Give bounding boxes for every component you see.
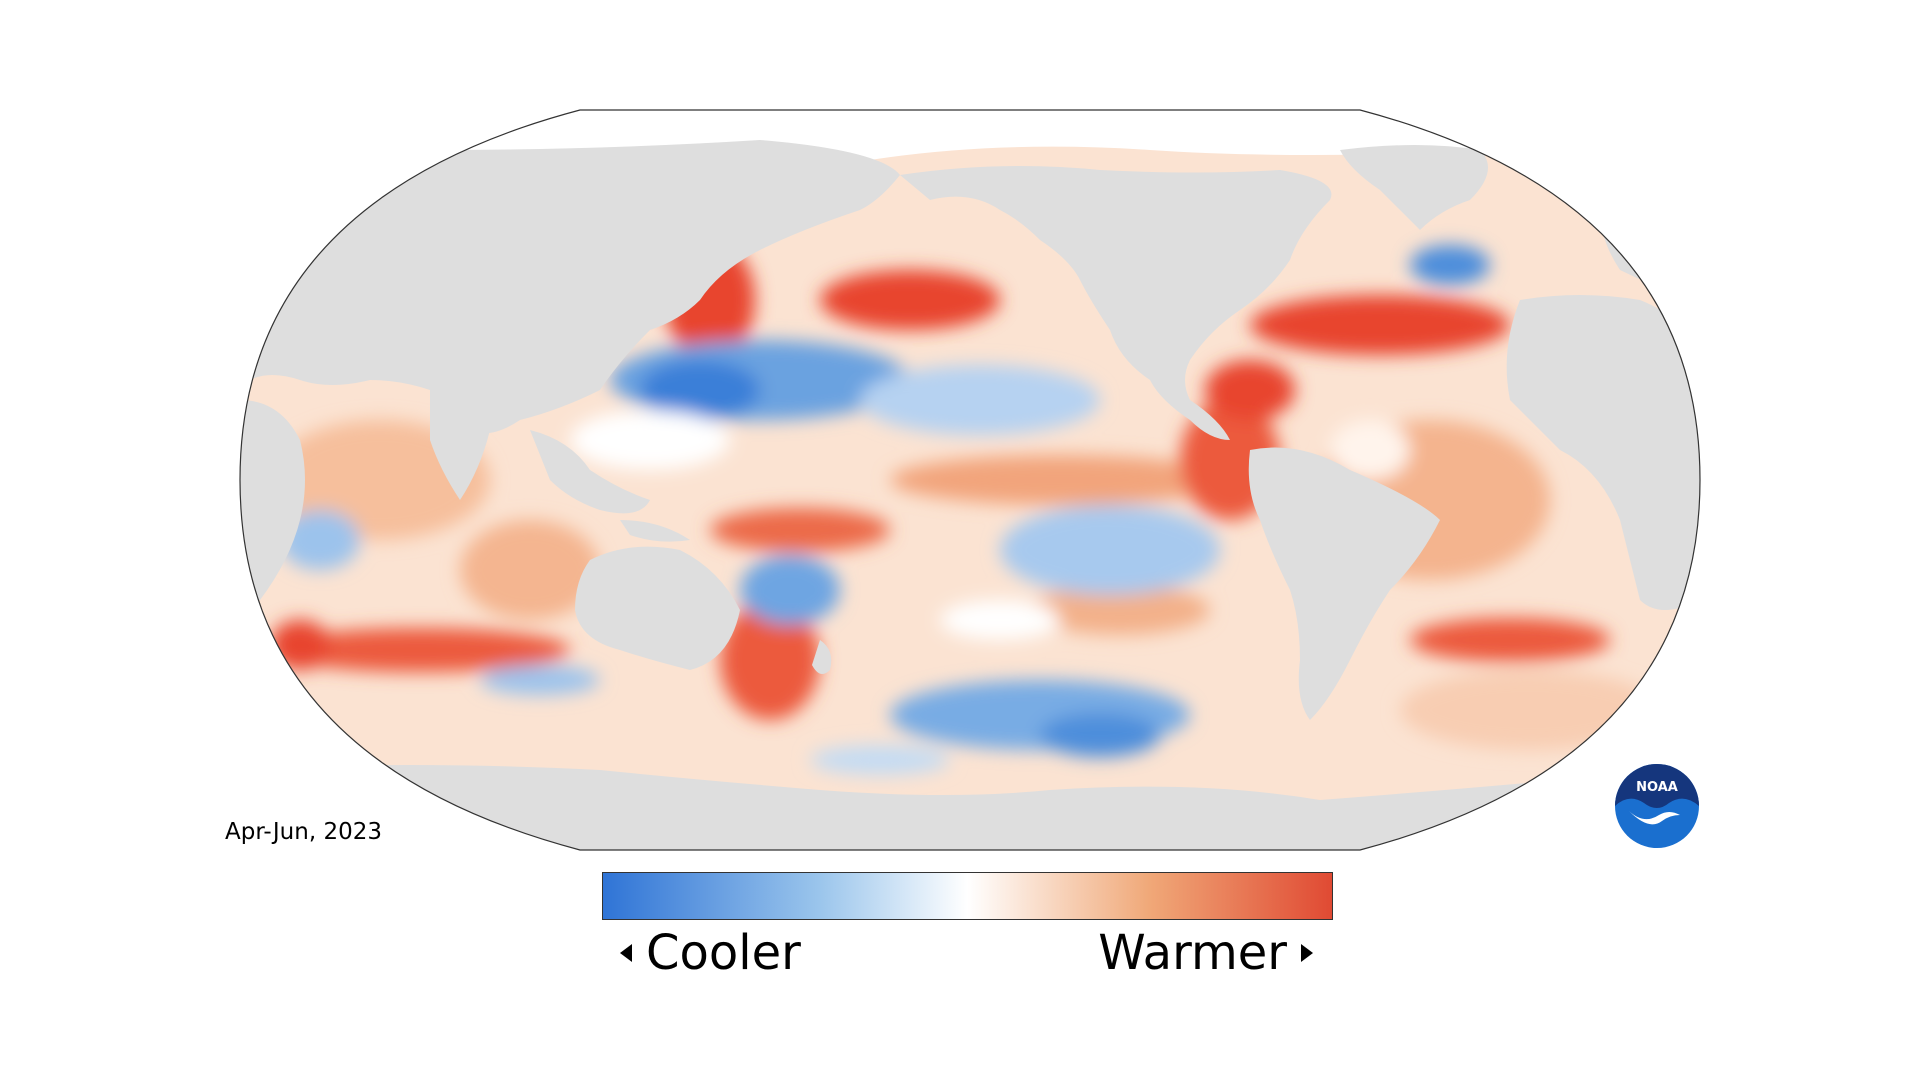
left-arrow-icon	[620, 944, 632, 962]
legend-warmer-label: Warmer	[1098, 925, 1287, 981]
anomaly-blobs	[270, 240, 1660, 775]
land	[240, 140, 1700, 850]
map-border	[239, 109, 1701, 851]
logo-text: NOAA	[1636, 780, 1678, 795]
color-legend-bar	[602, 872, 1333, 920]
ocean-field	[240, 110, 1700, 850]
legend-cooler: Cooler	[620, 925, 801, 981]
legend-cooler-label: Cooler	[646, 925, 801, 981]
legend-warmer: Warmer	[1098, 925, 1313, 981]
right-arrow-icon	[1301, 944, 1313, 962]
noaa-logo-icon: NOAA	[1615, 764, 1699, 848]
period-label: Apr-Jun, 2023	[225, 819, 382, 845]
